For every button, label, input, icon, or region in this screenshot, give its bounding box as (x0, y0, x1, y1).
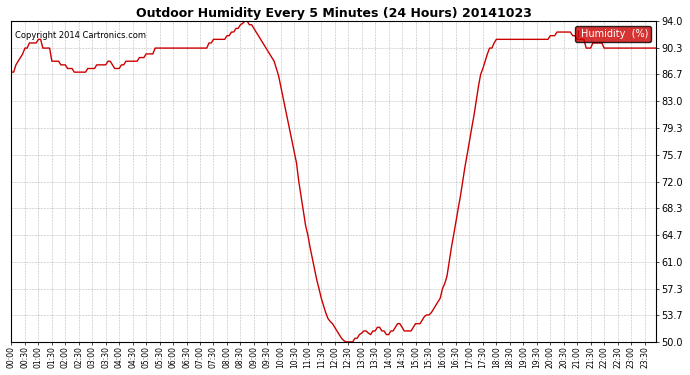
Legend: Humidity  (%): Humidity (%) (575, 26, 651, 42)
Text: Copyright 2014 Cartronics.com: Copyright 2014 Cartronics.com (14, 31, 146, 40)
Title: Outdoor Humidity Every 5 Minutes (24 Hours) 20141023: Outdoor Humidity Every 5 Minutes (24 Hou… (136, 7, 531, 20)
